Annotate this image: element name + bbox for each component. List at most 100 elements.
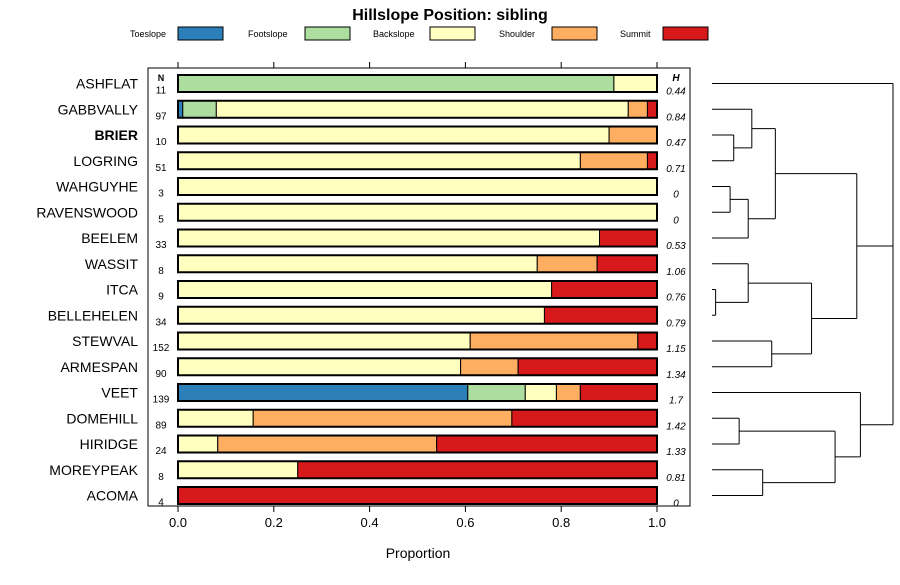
h-label: 0 (673, 215, 679, 226)
bar-segment (613, 74, 658, 93)
category-label: ASHFLAT (76, 76, 138, 92)
x-tick-label: 0.2 (265, 515, 283, 530)
bar-segment (177, 254, 538, 273)
category-label: RAVENSWOOD (36, 204, 138, 220)
n-label: 51 (155, 163, 167, 174)
bar-outline (177, 202, 658, 222)
legend-swatch (662, 26, 709, 41)
legend-label: Summit (620, 29, 651, 39)
h-column-header: H (672, 73, 680, 84)
bar-segment (555, 383, 581, 402)
h-label: 1.15 (666, 344, 686, 355)
bar-segment (646, 100, 658, 119)
h-label: 0.84 (666, 112, 686, 123)
category-label: MOREYPEAK (49, 462, 138, 478)
n-label: 33 (155, 240, 167, 251)
h-label: 0.71 (666, 164, 685, 175)
bar-segment (177, 486, 658, 505)
n-label: 152 (153, 343, 170, 354)
bar-outline (177, 383, 658, 402)
bar-segment (177, 435, 219, 453)
bar-segment (177, 383, 469, 402)
category-labels: ASHFLAT GABBVALLY BRIER LOGRING WAHGUYHE RAVE… (36, 76, 138, 504)
n-label: 3 (158, 189, 164, 200)
bar-segment (627, 100, 648, 119)
legend-swatch (304, 26, 351, 41)
category-label: BEELEM (81, 230, 138, 246)
n-label: 89 (155, 420, 167, 431)
chart-title: Hillslope Position: sibling (352, 7, 548, 24)
bar-outline (177, 434, 658, 454)
h-label: 0.79 (666, 318, 686, 329)
bar-segment (469, 332, 639, 350)
n-label: 97 (155, 111, 167, 122)
h-label: 1.34 (666, 370, 686, 381)
bar-segment (608, 126, 658, 144)
plot-frame (147, 67, 691, 507)
n-label: 5 (158, 214, 164, 225)
bar-outline (177, 99, 658, 119)
bar-outline (177, 357, 658, 377)
bar-segment (177, 332, 471, 350)
x-tick-label: 1.0 (648, 515, 666, 530)
bars-layer (177, 74, 658, 505)
bar-segment (460, 357, 519, 376)
legend-label: Shoulder (499, 29, 535, 39)
h-label: 0.76 (666, 293, 686, 304)
bar-segment (579, 151, 648, 170)
bar-outline (177, 74, 658, 93)
bar-segment (599, 229, 658, 247)
category-label: ITCA (106, 282, 139, 298)
x-axis-label: Proportion (386, 545, 451, 561)
h-label: 0.53 (666, 241, 686, 252)
bar-segment (177, 126, 610, 144)
legend-label: Toeslope (130, 29, 166, 39)
x-tick-label: 0.6 (456, 515, 474, 530)
category-label: ACOMA (87, 488, 139, 504)
n-label: 4 (158, 498, 164, 509)
n-label: 90 (155, 369, 167, 380)
category-label: STEWVAL (72, 333, 138, 349)
category-label: BRIER (94, 127, 138, 143)
bar-outline (177, 177, 658, 196)
category-label: BELLEHELEN (48, 307, 138, 323)
bar-outline (177, 408, 658, 428)
n-label: 8 (158, 266, 164, 277)
legend-swatch (429, 26, 476, 41)
h-label: 1.06 (666, 267, 686, 278)
bar-segment (579, 383, 658, 402)
n-label: 139 (153, 395, 170, 406)
category-label: GABBVALLY (58, 101, 139, 117)
x-tick-label: 0.8 (552, 515, 570, 530)
category-label: DOMEHILL (66, 410, 138, 426)
bar-segment (177, 306, 545, 325)
bar-segment (177, 229, 601, 247)
legend-swatch (551, 26, 598, 41)
bar-segment (177, 357, 462, 376)
bar-segment (646, 151, 658, 170)
x-tick-label: 0.0 (169, 515, 187, 530)
bar-segment (177, 280, 553, 299)
n-label: 9 (158, 292, 164, 303)
bar-segment (215, 100, 629, 119)
h-label: 0.44 (666, 87, 686, 98)
category-label: HIRIDGE (80, 436, 138, 452)
n-column-header: N (158, 73, 165, 83)
bar-segment (637, 332, 658, 350)
x-tick-label: 0.4 (361, 515, 379, 530)
category-label: ARMESPAN (60, 359, 138, 375)
category-label: LOGRING (73, 153, 138, 169)
bar-segment (543, 306, 658, 325)
bar-segment (436, 435, 658, 453)
bar-segment (297, 460, 658, 479)
bar-segment (182, 100, 217, 119)
bar-segment (517, 357, 658, 376)
bar-segment (177, 177, 658, 196)
n-label: 24 (155, 446, 167, 457)
category-label: WASSIT (85, 256, 139, 272)
h-labels: 0.44 0.84 0.47 0.71 0 0 0.53 1.06 0.76 0.79 1.15 1.… (666, 87, 686, 510)
bar-outline (177, 331, 658, 351)
